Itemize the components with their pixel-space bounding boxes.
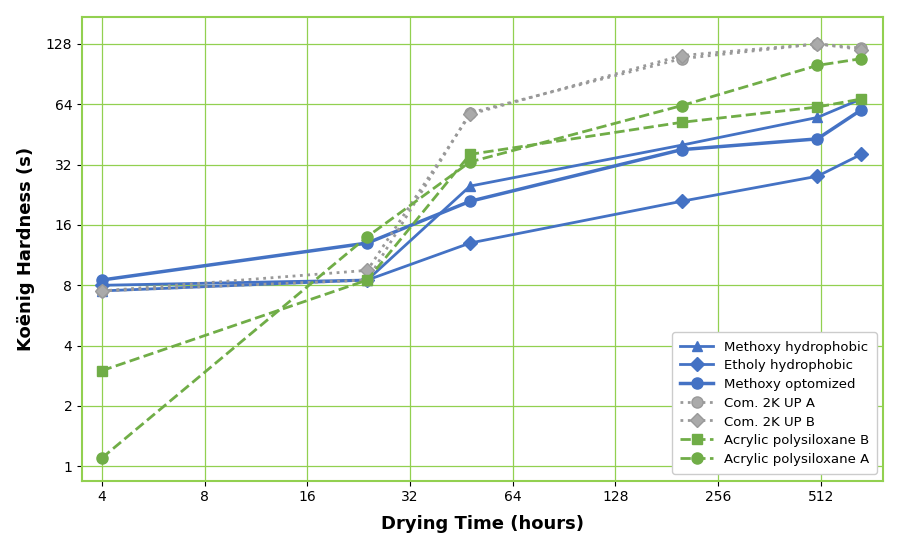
Line: Com. 2K UP B: Com. 2K UP B [97, 39, 866, 296]
Acrylic polysiloxane B [812, 104, 823, 111]
Acrylic polysiloxane A [676, 102, 687, 109]
Methoxy hydrophobic [362, 277, 373, 283]
Line: Com. 2K UP A: Com. 2K UP A [96, 39, 867, 296]
Methoxy optomized [676, 146, 687, 153]
Com. 2K UP A [96, 288, 107, 294]
Methoxy hydrophobic [96, 288, 107, 294]
Methoxy optomized [812, 135, 823, 142]
Com. 2K UP A [464, 109, 475, 116]
Acrylic polysiloxane A [464, 158, 475, 165]
Methoxy optomized [362, 240, 373, 246]
Methoxy hydrophobic [856, 96, 867, 102]
Methoxy optomized [464, 198, 475, 205]
Etholy hydrophobic [362, 277, 373, 283]
Com. 2K UP B [812, 41, 823, 47]
Methoxy optomized [856, 107, 867, 113]
Acrylic polysiloxane A [812, 62, 823, 69]
Com. 2K UP A [676, 56, 687, 62]
Methoxy hydrophobic [812, 114, 823, 121]
Acrylic polysiloxane A [362, 233, 373, 240]
Com. 2K UP B [362, 267, 373, 274]
Acrylic polysiloxane B [464, 151, 475, 158]
Methoxy hydrophobic [464, 183, 475, 189]
Y-axis label: Koënig Hardness (s): Koënig Hardness (s) [17, 146, 35, 351]
Etholy hydrophobic [464, 240, 475, 246]
Com. 2K UP A [362, 277, 373, 283]
Etholy hydrophobic [96, 282, 107, 289]
Line: Methoxy hydrophobic: Methoxy hydrophobic [97, 94, 866, 296]
Line: Acrylic polysiloxane A: Acrylic polysiloxane A [96, 53, 867, 464]
Acrylic polysiloxane A [856, 56, 867, 62]
Line: Etholy hydrophobic: Etholy hydrophobic [97, 150, 866, 290]
Com. 2K UP A [812, 41, 823, 47]
Acrylic polysiloxane B [676, 119, 687, 125]
Acrylic polysiloxane B [96, 367, 107, 374]
Acrylic polysiloxane B [362, 277, 373, 283]
Com. 2K UP A [856, 45, 867, 51]
Acrylic polysiloxane B [856, 96, 867, 102]
Com. 2K UP B [856, 46, 867, 53]
Legend: Methoxy hydrophobic, Etholy hydrophobic, Methoxy optomized, Com. 2K UP A, Com. 2: Methoxy hydrophobic, Etholy hydrophobic,… [672, 332, 877, 474]
Etholy hydrophobic [676, 198, 687, 205]
Methoxy optomized [96, 277, 107, 283]
Com. 2K UP B [676, 52, 687, 59]
Etholy hydrophobic [856, 151, 867, 158]
Acrylic polysiloxane A [96, 455, 107, 461]
Com. 2K UP B [464, 111, 475, 118]
Etholy hydrophobic [812, 173, 823, 179]
Line: Methoxy optomized: Methoxy optomized [96, 104, 867, 285]
Line: Acrylic polysiloxane B: Acrylic polysiloxane B [97, 94, 866, 376]
Methoxy hydrophobic [676, 142, 687, 148]
Com. 2K UP B [96, 288, 107, 294]
X-axis label: Drying Time (hours): Drying Time (hours) [382, 515, 584, 534]
